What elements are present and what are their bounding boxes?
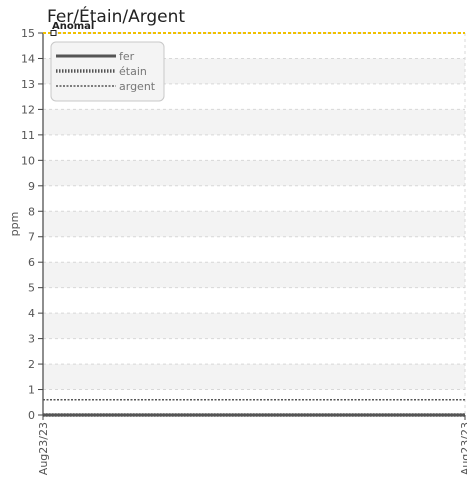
plot-band: [43, 160, 465, 186]
legend-label-argent: argent: [119, 80, 156, 93]
y-tick-label: 5: [28, 282, 35, 295]
y-tick-label: 14: [21, 52, 35, 65]
y-tick-label: 15: [21, 27, 35, 40]
y-tick-label: 12: [21, 103, 35, 116]
plot-band: [43, 313, 465, 339]
x-tick-label: Aug23/23: [37, 422, 50, 475]
y-tick-label: 8: [28, 205, 35, 218]
plot-band: [43, 262, 465, 288]
plot-band: [43, 364, 465, 390]
plot-band: [43, 109, 465, 135]
x-tick-label: Aug23/23: [459, 422, 467, 475]
y-tick-label: 6: [28, 256, 35, 269]
y-tick-label: 13: [21, 78, 35, 91]
threshold-label: Anomal: [52, 21, 94, 32]
y-tick-label: 3: [28, 333, 35, 346]
plot-band: [43, 211, 465, 237]
y-tick-label: 4: [28, 307, 35, 320]
y-tick-label: 9: [28, 180, 35, 193]
y-tick-label: 10: [21, 154, 35, 167]
y-tick-label: 2: [28, 358, 35, 371]
legend: fer étain argent: [50, 41, 165, 102]
legend-label-fer: fer: [119, 50, 135, 63]
y-tick-label: 0: [28, 409, 35, 422]
y-tick-label: 7: [28, 231, 35, 244]
y-tick-label: 11: [21, 129, 35, 142]
chart-title: Fer/Étain/Argent: [47, 5, 185, 27]
threshold-marker: [50, 30, 57, 36]
y-axis-title: ppm: [8, 212, 21, 237]
legend-label-étain: étain: [119, 65, 147, 78]
y-tick-label: 1: [28, 384, 35, 397]
